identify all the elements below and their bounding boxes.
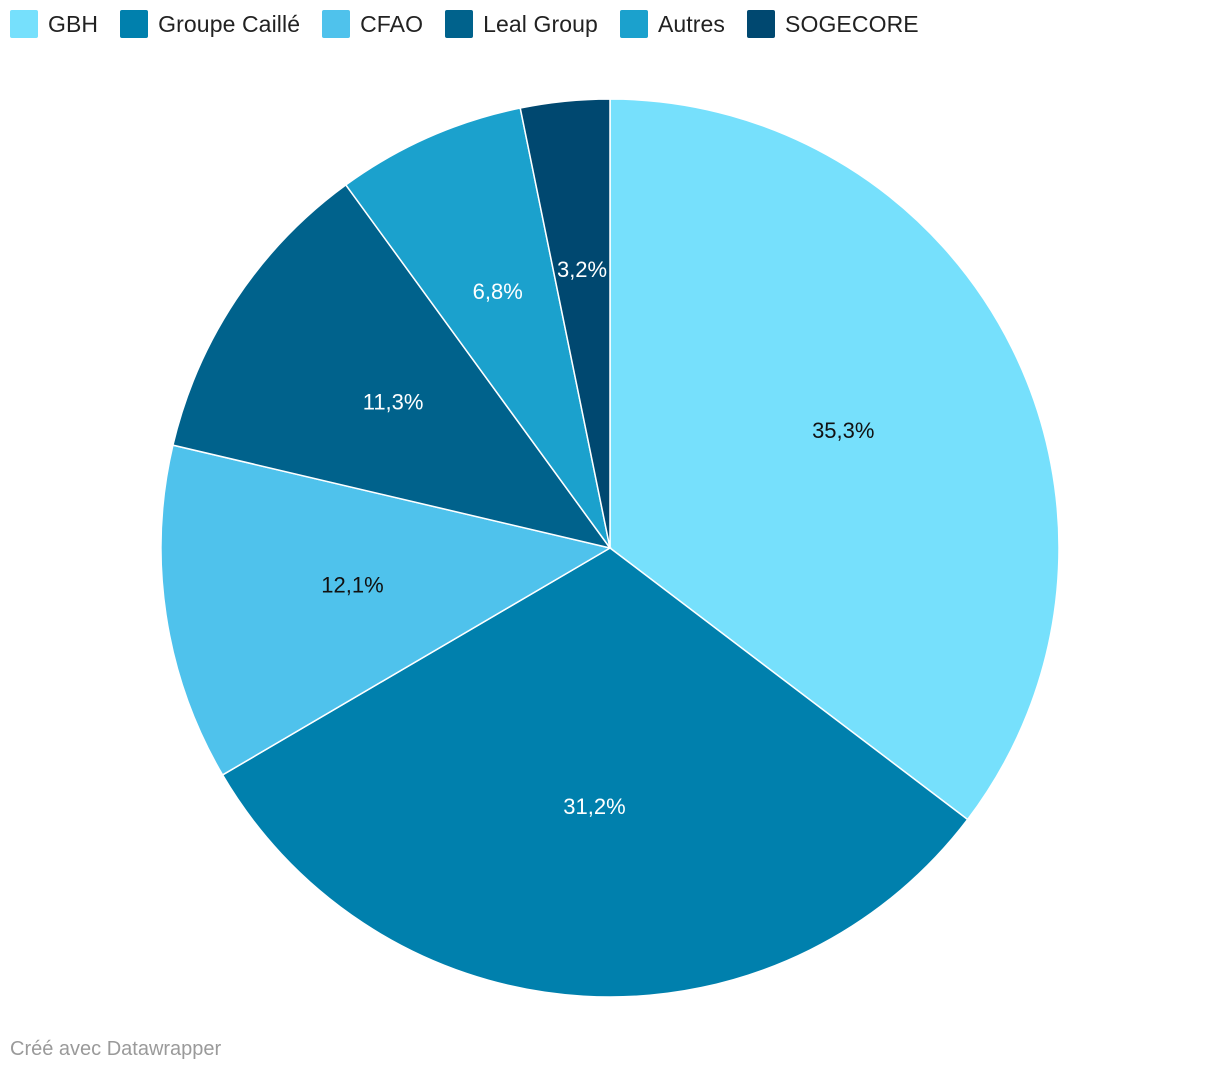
slice-value-label: 3,2% <box>557 257 607 282</box>
legend-swatch <box>747 10 776 38</box>
legend-label: Leal Group <box>483 10 598 37</box>
legend-swatch <box>10 10 38 38</box>
legend-swatch <box>120 10 149 38</box>
pie-slice <box>160 444 612 776</box>
legend-item: Leal Group <box>445 8 598 40</box>
slice-value-label: 11,3% <box>363 390 424 415</box>
legend-item: Autres <box>619 8 726 40</box>
legend-label: Autres <box>657 10 726 37</box>
legend-item: GBH <box>10 8 98 40</box>
legend-item: CFAO <box>322 8 423 40</box>
legend-swatch <box>445 10 474 38</box>
pie-slice <box>344 107 611 549</box>
legend-swatch <box>322 10 351 38</box>
pie-slice <box>221 547 969 998</box>
legend-item: SOGECORE <box>747 8 919 40</box>
legend-label: CFAO <box>360 10 424 37</box>
slice-value-label: 6,8% <box>473 279 523 304</box>
pie-slice <box>519 98 611 549</box>
slice-value-label: 12,1% <box>321 573 383 598</box>
slice-value-label: 35,3% <box>812 418 874 443</box>
legend-label: GBH <box>48 10 99 37</box>
pie-slice <box>172 183 612 550</box>
legend-item: Groupe Caillé <box>120 8 300 40</box>
footer-credit: Créé avec Datawrapper <box>10 1038 222 1060</box>
legend-label: SOGECORE <box>785 10 919 37</box>
pie-slice <box>609 98 1060 821</box>
legend-label: Groupe Caillé <box>158 10 301 37</box>
legend-swatch <box>619 10 648 38</box>
chart-legend: GBH Groupe Caillé CFAO Leal Group Autres SOGE… <box>10 8 941 40</box>
slice-value-label: 31,2% <box>563 794 625 819</box>
